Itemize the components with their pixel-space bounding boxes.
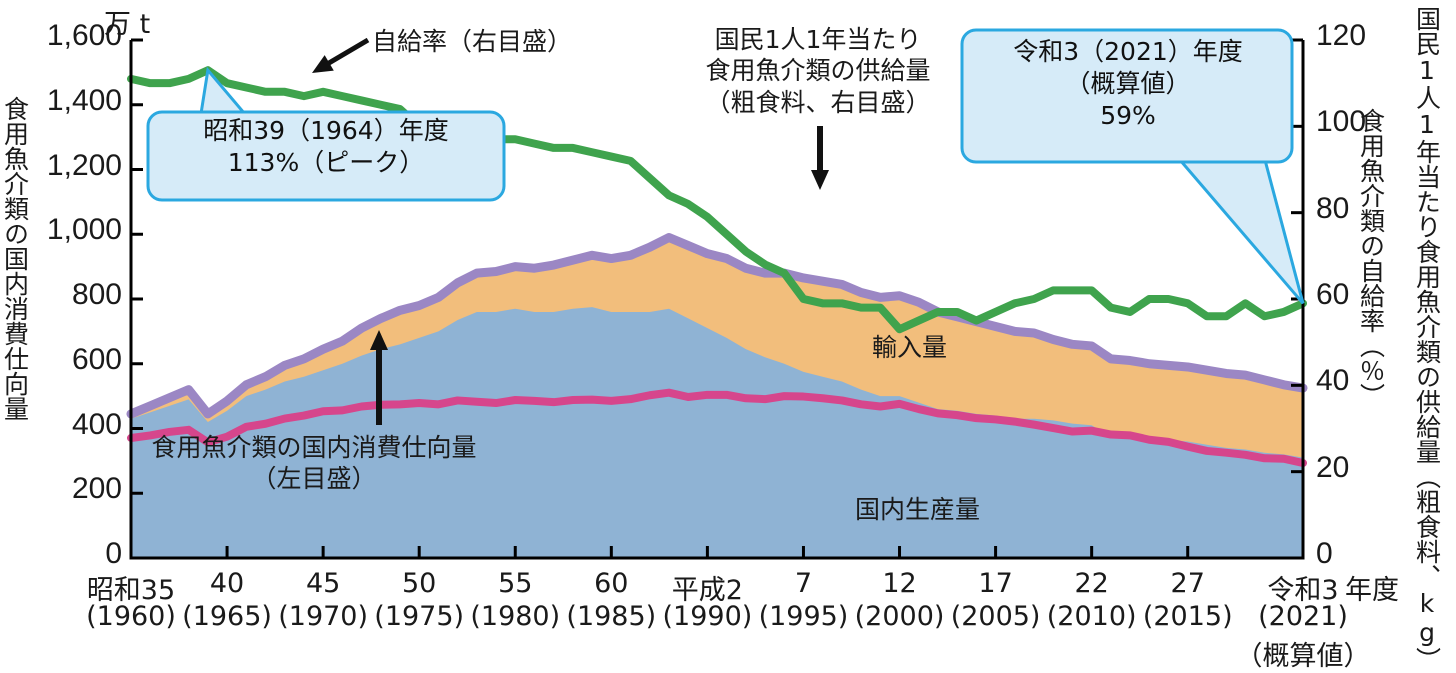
annotation-domestic-consumption: 食用魚介類の国内消費仕向量 （左目盛） [151,433,477,494]
production-area [131,307,1303,558]
x-axis-era-label: 60 [594,568,629,599]
right-tick-label: 100 [1316,105,1367,139]
x-axis-year-label: (2021) [1258,601,1348,632]
domestic-consumption-arrow-head [370,330,388,350]
x-axis-era-label: 平成2 [671,575,743,606]
x-axis-year-label: (2005) [950,601,1041,632]
right-axis-title-self-sufficiency: 食用魚介類の自給率（％） [1356,108,1386,408]
right-tick-label: 60 [1316,278,1350,311]
x-axis-era-label: 17 [978,568,1013,599]
x-axis-era-label: 昭和35 [86,575,176,606]
x-axis-year-label: (1980) [470,601,561,632]
right-tick-label: 0 [1316,537,1333,570]
callout-latest-bubble [960,28,1294,164]
x-axis-era-label: 12 [882,568,917,599]
left-tick-label: 1,600 [46,19,122,52]
x-axis-year-label: (1990) [662,601,753,632]
right-tick-label: 120 [1316,19,1367,52]
annotation-import: 輸入量 [872,333,948,362]
x-axis-era-label: 55 [498,568,533,599]
x-axis-era-label: 22 [1074,568,1109,599]
left-tick-label: 1,200 [46,148,122,182]
right-tick-label: 80 [1316,191,1350,225]
x-axis-era-label: 45 [305,568,341,599]
left-tick-label: 600 [71,342,122,376]
annotation-production: 国内生産量 [855,495,981,524]
x-axis-era-label: 7 [794,568,813,599]
domestic-consumption-line [126,232,1308,419]
x-axis-year-label: (1960) [86,601,176,632]
callout-latest-text: 令和3（2021）年度 （概算値） 59% [1013,37,1243,130]
x-axis-year-label: (1975) [374,601,465,632]
x-axis-year-label: (1965) [182,601,272,632]
self-sufficiency-arrow-head [312,55,334,73]
self-sufficiency-line [127,66,1307,334]
left-axis-unit: 万 t [104,9,151,40]
left-tick-label: 200 [71,472,122,506]
x-axis-era-label: 40 [209,568,245,599]
callout-latest-pointer [1176,158,1305,305]
x-axis-year-label: (2000) [854,601,945,632]
supply-arrow-head [811,170,829,190]
right-tick-label: 40 [1316,364,1350,398]
right-tick-label: 20 [1316,450,1350,484]
x-axis-year-label: (1985) [566,601,657,632]
left-tick-label: 400 [71,407,122,441]
supply-per-capita-line [127,388,1307,468]
left-tick-label: 1,400 [46,83,122,117]
left-tick-label: 0 [105,537,122,570]
x-axis-era-label: 50 [402,568,437,599]
x-axis-year-label: (1995) [758,601,849,632]
x-axis-era-label: 27 [1170,568,1205,599]
left-tick-label: 800 [71,278,122,311]
annotation-supply: 国民1人1年当たり 食用魚介類の供給量 （粗食料、右目盛） [705,25,931,117]
left-axis-title: 食用魚介類の国内消費仕向量 [0,96,30,421]
left-tick-label: 1,000 [46,213,122,247]
x-axis-era-label: 令和3 [1267,575,1339,606]
x-axis-year-label: (2010) [1046,601,1137,632]
x-axis-year-label: (2015) [1142,601,1233,632]
callout-peak-text: 昭和39（1964）年度 113%（ピーク） [203,116,449,177]
x-axis-preliminary-note: （概算値） [1235,641,1371,672]
annotation-self-sufficiency: 自給率（右目盛） [372,27,573,56]
self-sufficiency-arrow-shaft [322,37,370,69]
x-axis-unit-suffix: 年度 [1345,575,1399,606]
callout-peak-bubble [146,110,506,202]
x-axis-year-label: (1970) [278,601,369,632]
right-axis-title-supply: 国民1人1年当たり食用魚介類の供給量（粗食料、kg） [1412,6,1442,672]
